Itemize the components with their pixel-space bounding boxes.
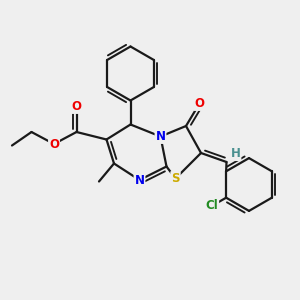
Text: H: H [231,147,240,160]
Text: N: N [155,130,166,143]
Text: O: O [71,100,82,113]
Text: N: N [134,173,145,187]
Text: S: S [171,172,180,185]
Text: Cl: Cl [206,200,218,212]
Text: O: O [194,97,205,110]
Text: O: O [49,137,59,151]
